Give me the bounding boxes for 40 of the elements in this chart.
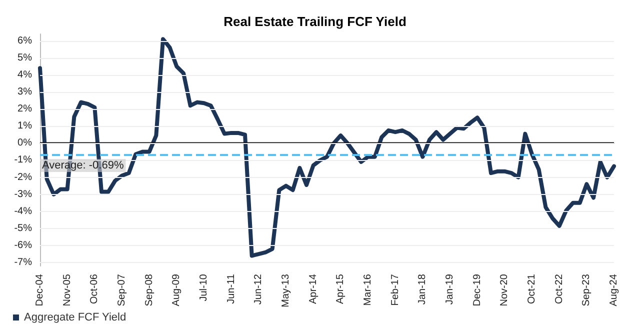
y-tick-label: -2% [14, 172, 32, 183]
x-tick-label: Sep-23 [581, 274, 592, 306]
y-tick-label: -3% [14, 188, 32, 200]
y-tick-label: 4% [18, 69, 32, 80]
x-tick-label: Jan-19 [444, 274, 456, 305]
y-tick-label: 6% [18, 35, 32, 46]
x-tick-label: Jul-10 [198, 274, 210, 302]
y-tick-label: -7% [14, 257, 32, 268]
x-tick-label: Aug-24 [608, 274, 620, 306]
x-tick-label: Dec-19 [472, 274, 483, 306]
y-tick-label: -1% [14, 154, 32, 166]
x-tick-label: Jun-11 [226, 274, 237, 304]
x-tick-label: Nov-20 [499, 274, 510, 306]
x-tick-label: Jun-12 [253, 274, 264, 305]
y-tick-label: 1% [18, 120, 32, 132]
x-tick-label: Feb-17 [390, 274, 401, 306]
legend-label: Aggregate FCF Yield [24, 312, 126, 324]
ref-line-label: Average: -0.69% [42, 159, 124, 172]
x-tick-label: Jan-18 [417, 274, 428, 305]
x-tick-label: Sep-07 [116, 274, 128, 306]
y-tick-label: 0% [18, 138, 32, 149]
x-tick-label: Apr-14 [308, 274, 319, 304]
x-tick-label: Oct-22 [554, 274, 565, 304]
y-tick-label: -5% [14, 222, 32, 234]
x-tick-label: Apr-15 [335, 274, 346, 304]
x-tick-label: May-13 [280, 274, 292, 308]
x-tick-label: Oct-06 [89, 274, 100, 304]
line-series [38, 37, 616, 258]
x-tick-label: Dec-04 [34, 274, 46, 306]
x-tick-label: Nov-05 [62, 274, 73, 306]
x-tick-label: Aug-09 [171, 274, 182, 306]
y-tick-label: 2% [18, 104, 32, 115]
x-tick-label: Mar-16 [362, 274, 374, 306]
y-tick-label: 3% [18, 86, 32, 98]
x-tick-label: Oct-21 [526, 274, 538, 304]
x-tick-label: Sep-08 [144, 274, 155, 306]
y-tick-label: 5% [18, 52, 32, 64]
y-tick-label: -6% [14, 240, 32, 252]
chart-title: Real Estate Trailing FCF Yield [224, 14, 406, 29]
y-tick-label: -4% [14, 206, 32, 217]
